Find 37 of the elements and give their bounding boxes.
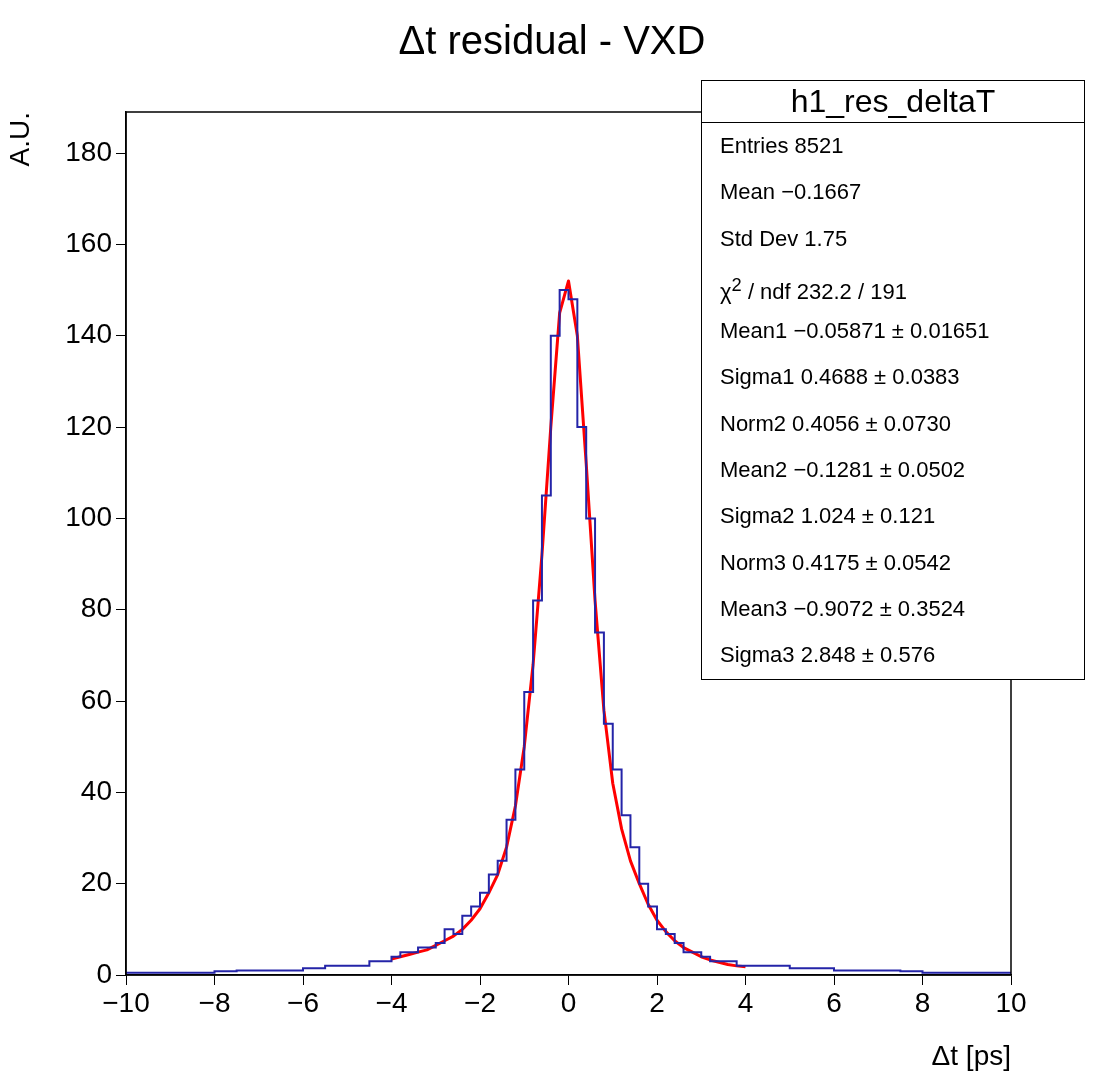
annotation: Entries 8521 <box>719 132 845 160</box>
annotation: Sigma1 0.4688 ± 0.0383 <box>719 363 961 392</box>
y-tick-label: 140 <box>65 318 112 350</box>
annotation: Mean1 −0.05871 ± 0.01651 <box>719 317 991 346</box>
y-tick-label: 160 <box>65 227 112 259</box>
y-tick-label: 180 <box>65 135 112 167</box>
y-tick-label: 80 <box>80 592 112 624</box>
annotation: Sigma2 1.024 ± 0.121 <box>719 502 937 531</box>
chart-title: Δt residual - VXD <box>397 18 707 63</box>
x-tick-label: −4 <box>375 986 408 1018</box>
x-tick-label: 4 <box>737 986 754 1018</box>
annotation: Norm3 0.4175 ± 0.0542 <box>719 548 952 577</box>
x-tick-label: 8 <box>914 986 931 1018</box>
x-tick-label: 2 <box>649 986 665 1018</box>
y-tick-label: 0 <box>96 957 112 989</box>
annotation: h1_res_deltaT <box>702 81 1084 123</box>
annotation: Sigma3 2.848 ± 0.576 <box>719 641 937 670</box>
x-tick-label: 6 <box>826 986 842 1018</box>
x-tick-label: −2 <box>464 986 496 1018</box>
x-tick-label: −8 <box>198 986 231 1018</box>
x-tick-label: −6 <box>287 986 319 1018</box>
y-tick-label: 60 <box>80 683 112 715</box>
annotation: Std Dev 1.75 <box>719 224 849 253</box>
x-tick-label: 0 <box>560 986 577 1018</box>
annotation: χ$^{2}$ / ndf 232.2 / 191 <box>719 272 908 307</box>
annotation: Norm2 0.4056 ± 0.0730 <box>719 409 952 438</box>
y-tick-label: 20 <box>80 866 112 898</box>
annotation: Mean −0.1667 <box>719 178 863 207</box>
y-axis-title: A.U. <box>3 112 35 167</box>
x-tick-label: −10 <box>102 986 150 1018</box>
annotation: Mean3 −0.9072 ± 0.3524 <box>719 594 967 623</box>
y-tick-label: 100 <box>65 501 112 533</box>
annotation: Mean2 −0.1281 ± 0.0502 <box>719 456 967 485</box>
y-tick-label: 120 <box>65 409 112 441</box>
x-tick-label: 10 <box>995 986 1027 1018</box>
y-tick-label: 40 <box>80 775 112 807</box>
x-axis-title: Δt [ps] <box>931 1039 1011 1071</box>
